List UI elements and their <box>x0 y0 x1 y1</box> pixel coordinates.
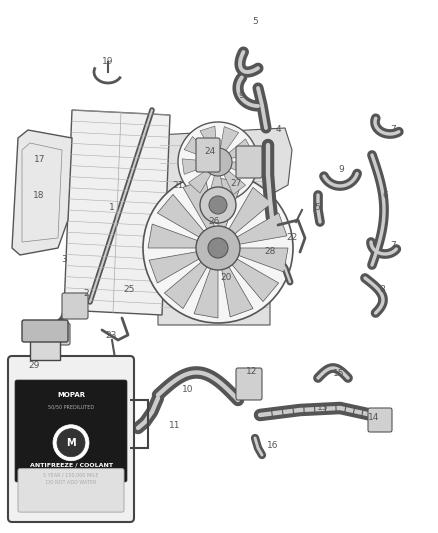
Bar <box>30 338 60 360</box>
Text: 8: 8 <box>379 286 385 295</box>
Polygon shape <box>237 213 287 244</box>
Polygon shape <box>184 136 208 157</box>
Circle shape <box>208 238 228 258</box>
Polygon shape <box>64 110 170 315</box>
Text: 22: 22 <box>286 233 298 243</box>
FancyBboxPatch shape <box>62 293 88 319</box>
Text: 25: 25 <box>124 286 135 295</box>
FancyBboxPatch shape <box>196 138 220 172</box>
Text: 19: 19 <box>102 58 114 67</box>
Polygon shape <box>157 195 204 237</box>
Text: 2: 2 <box>83 288 89 297</box>
Text: 15: 15 <box>333 368 345 377</box>
Polygon shape <box>194 269 218 318</box>
Polygon shape <box>188 170 211 193</box>
FancyBboxPatch shape <box>236 146 262 178</box>
Polygon shape <box>208 175 224 197</box>
Text: 7: 7 <box>390 125 396 134</box>
Circle shape <box>209 196 227 214</box>
Text: 11: 11 <box>169 421 181 430</box>
Text: 17: 17 <box>34 156 46 165</box>
Text: 5 YEAR / 150,000 MILE: 5 YEAR / 150,000 MILE <box>43 472 99 477</box>
Text: M: M <box>66 438 76 448</box>
Text: 29: 29 <box>28 360 40 369</box>
Circle shape <box>178 122 258 202</box>
Circle shape <box>204 148 232 176</box>
Text: 18: 18 <box>33 190 45 199</box>
Text: 9: 9 <box>338 166 344 174</box>
Circle shape <box>200 187 236 223</box>
Polygon shape <box>149 252 199 283</box>
FancyBboxPatch shape <box>368 408 392 432</box>
Polygon shape <box>232 259 279 302</box>
Text: 20: 20 <box>220 273 232 282</box>
Polygon shape <box>220 126 239 150</box>
FancyBboxPatch shape <box>22 320 68 342</box>
Text: 7: 7 <box>390 240 396 249</box>
Polygon shape <box>229 139 253 158</box>
Text: 1: 1 <box>109 204 115 213</box>
Text: 6: 6 <box>382 190 388 199</box>
Text: 27: 27 <box>230 179 242 188</box>
Text: 3: 3 <box>61 255 67 264</box>
Polygon shape <box>182 159 205 174</box>
Text: 23: 23 <box>105 330 117 340</box>
Polygon shape <box>239 248 288 272</box>
FancyBboxPatch shape <box>236 368 262 400</box>
Polygon shape <box>183 179 214 229</box>
Text: 9: 9 <box>238 91 244 100</box>
Circle shape <box>57 429 85 457</box>
Text: 4: 4 <box>275 125 281 134</box>
Polygon shape <box>12 130 72 255</box>
Text: 21: 21 <box>172 181 184 190</box>
Text: 12: 12 <box>246 367 258 376</box>
Text: 24: 24 <box>205 148 215 157</box>
Text: 5: 5 <box>314 204 320 213</box>
Polygon shape <box>229 188 272 234</box>
Text: 16: 16 <box>267 440 279 449</box>
Polygon shape <box>148 224 198 248</box>
FancyBboxPatch shape <box>8 356 134 522</box>
FancyBboxPatch shape <box>46 323 70 345</box>
Text: 5: 5 <box>252 18 258 27</box>
Text: 10: 10 <box>182 385 194 394</box>
Text: 28: 28 <box>264 247 276 256</box>
Text: MOPAR: MOPAR <box>57 392 85 398</box>
Text: 26: 26 <box>208 217 220 227</box>
Polygon shape <box>224 171 246 195</box>
Text: 13: 13 <box>317 403 329 413</box>
Polygon shape <box>164 262 207 309</box>
Circle shape <box>53 425 89 461</box>
FancyBboxPatch shape <box>15 380 127 482</box>
Text: 14: 14 <box>368 414 380 423</box>
Polygon shape <box>222 267 253 317</box>
Circle shape <box>143 173 293 323</box>
Polygon shape <box>218 178 242 228</box>
Polygon shape <box>231 162 254 177</box>
Text: DO NOT ADD WATER: DO NOT ADD WATER <box>46 480 96 485</box>
Polygon shape <box>200 126 217 150</box>
Text: 50/50 PREDILUTED: 50/50 PREDILUTED <box>48 405 94 409</box>
Circle shape <box>196 226 240 270</box>
Text: ANTIFREEZE / COOLANT: ANTIFREEZE / COOLANT <box>29 462 113 467</box>
Polygon shape <box>158 128 292 325</box>
FancyBboxPatch shape <box>18 469 124 512</box>
